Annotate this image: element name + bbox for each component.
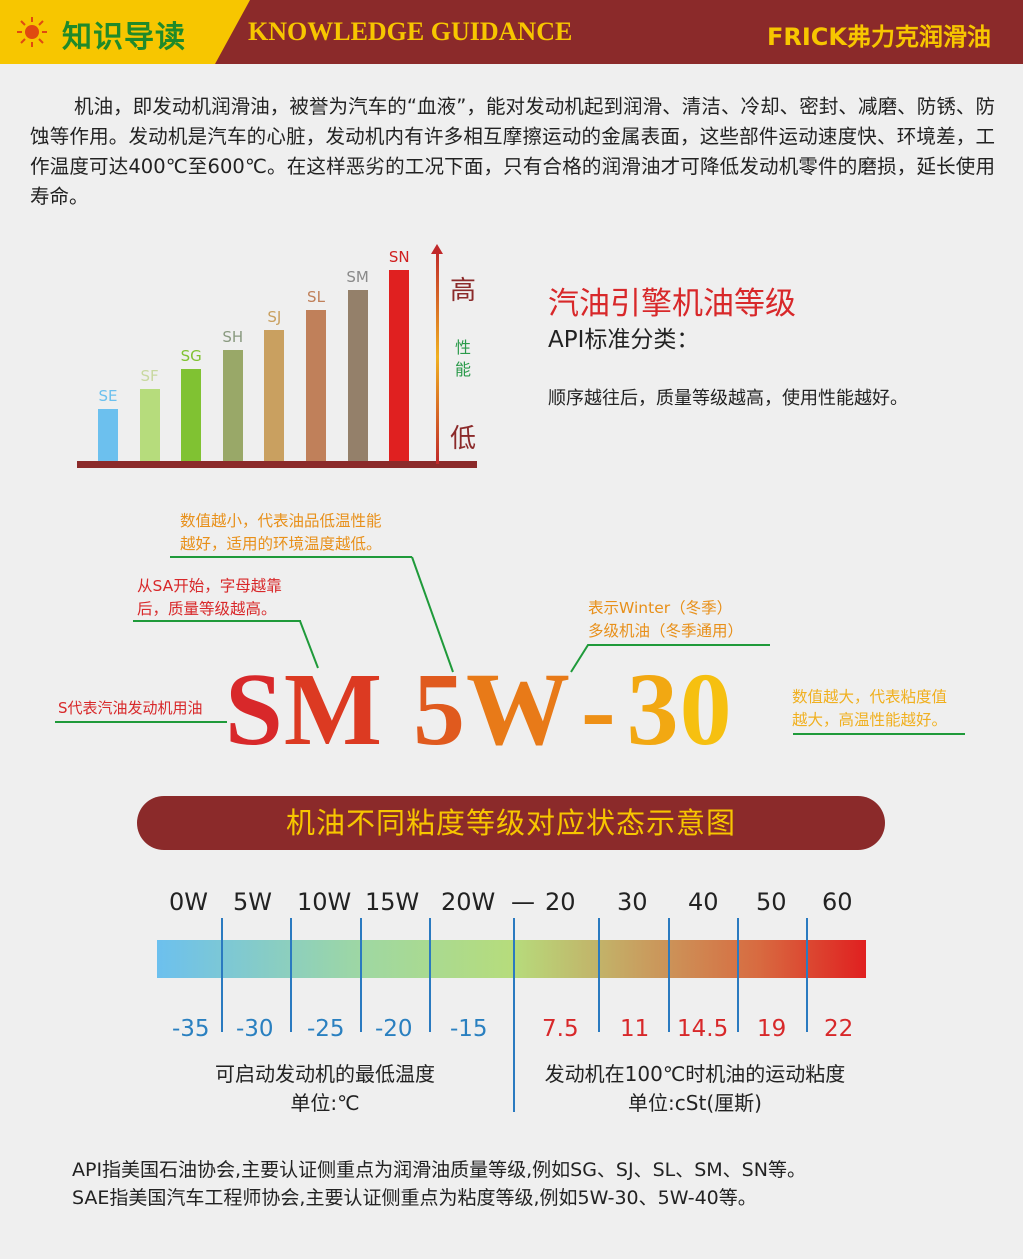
right-caption: 发动机在100℃时机油的运动粘度 单位:cSt(厘斯) xyxy=(515,1060,875,1118)
note-underline xyxy=(170,556,412,558)
bar-sl xyxy=(306,310,326,464)
viscosity-gradient-bar xyxy=(157,940,866,978)
scale-divider xyxy=(360,918,362,1032)
sae-dash: — xyxy=(511,888,535,916)
code-dash: - xyxy=(581,652,617,767)
scale-divider xyxy=(290,918,292,1032)
temperature-value: -20 xyxy=(375,1016,413,1042)
footer-sae: SAE指美国汽车工程师协会,主要认证侧重点为粘度等级,例如5W-30、5W-40… xyxy=(72,1187,757,1209)
bar-label: SE xyxy=(98,387,118,405)
bar-label: SF xyxy=(140,367,159,386)
bar-se xyxy=(98,409,118,464)
note-line: 数值越小，代表油品低温性能 xyxy=(180,512,382,530)
temperature-value: -25 xyxy=(307,1016,345,1042)
annotation-leaders xyxy=(299,556,770,673)
sae-hot-grade: 40 xyxy=(688,888,719,916)
sae-hot-grade: 50 xyxy=(756,888,787,916)
code-3: 3 xyxy=(626,652,680,767)
note-big-number: 数值越大，代表粘度值 越大，高温性能越好。 xyxy=(792,686,947,732)
viscosity-value: 22 xyxy=(824,1016,854,1042)
arrow-head-icon xyxy=(431,244,443,254)
scale-divider xyxy=(221,918,223,1032)
viscosity-value: 14.5 xyxy=(677,1016,729,1042)
note-line: 数值越大，代表粘度值 xyxy=(792,688,948,706)
axis-performance-label: 性能 xyxy=(455,338,472,379)
scale-divider xyxy=(429,918,431,1032)
sae-winter-grade: 15W xyxy=(365,888,420,916)
bar-sn xyxy=(389,270,410,464)
oil-code-sm-5w-30: SM 5W-30 xyxy=(225,655,733,765)
intro-paragraph: 机油，即发动机润滑油，被誉为汽车的“血液”，能对发动机起到润滑、清洁、冷却、密封… xyxy=(30,95,995,208)
note-winter: 表示Winter（冬季） 多级机油（冬季通用） xyxy=(588,597,743,643)
scale-divider xyxy=(668,918,670,1032)
code-s: S xyxy=(225,652,284,767)
note-s-gasoline: S代表汽油发动机用油 xyxy=(58,699,203,717)
header-brand: FRICK弗力克润滑油 xyxy=(766,23,991,51)
viscosity-value: 11 xyxy=(620,1016,650,1042)
note-line: 越大，高温性能越好。 xyxy=(792,711,948,729)
bar-label: SG xyxy=(180,347,202,366)
code-0: 0 xyxy=(679,652,733,767)
axis-low-label: 低 xyxy=(450,424,477,454)
temperature-value: -35 xyxy=(172,1016,210,1042)
caption-line: 可启动发动机的最低温度 xyxy=(215,1062,435,1086)
caption-unit: 单位:℃ xyxy=(290,1091,360,1115)
chart-baseline xyxy=(77,461,477,468)
scale-divider xyxy=(598,918,600,1032)
bar-sf xyxy=(139,389,160,464)
code-m: M xyxy=(283,652,384,767)
sun-icon xyxy=(17,17,47,47)
note-line: 从SA开始，字母越靠 xyxy=(137,577,282,595)
sae-winter-grade: 5W xyxy=(233,888,272,916)
grade-subtitle: API标准分类： xyxy=(548,327,700,353)
viscosity-value: 19 xyxy=(757,1016,787,1042)
bar-label: SN xyxy=(388,248,410,267)
note-line: 越好，适用的环境温度越低。 xyxy=(180,535,382,553)
sae-winter-grade: 20W xyxy=(441,888,496,916)
scale-divider xyxy=(806,918,808,1032)
left-caption: 可启动发动机的最低温度 单位:℃ xyxy=(180,1060,470,1118)
note-underline xyxy=(55,721,227,723)
bar-label: SL xyxy=(307,288,325,306)
code-5: 5 xyxy=(413,652,467,767)
bar-label: SM xyxy=(346,268,369,287)
scale-divider xyxy=(737,918,739,1032)
header-title-cn: 知识导读 xyxy=(62,20,186,55)
sae-hot-grade: 60 xyxy=(822,888,853,916)
code-w: W xyxy=(466,652,572,767)
note-small-number: 数值越小，代表油品低温性能 越好，适用的环境温度越低。 xyxy=(180,510,382,556)
viscosity-banner: 机油不同粘度等级对应状态示意图 xyxy=(137,796,885,850)
sae-winter-grade: 0W xyxy=(169,888,208,916)
note-line: 多级机油（冬季通用） xyxy=(588,622,744,640)
header-title-en: KNOWLEDGE GUIDANCE xyxy=(248,17,573,46)
sae-hot-grade: 20 xyxy=(545,888,576,916)
scale-divider xyxy=(513,918,515,1112)
note-line: 后，质量等级越高。 xyxy=(137,600,277,618)
bar-sh xyxy=(222,349,243,464)
caption-unit: 单位:cSt(厘斯) xyxy=(628,1091,762,1115)
viscosity-value: 7.5 xyxy=(542,1016,579,1042)
temperature-value: -30 xyxy=(236,1016,274,1042)
footer-api: API指美国石油协会,主要认证侧重点为润滑油质量等级,例如SG、SJ、SL、SM… xyxy=(72,1159,806,1181)
axis-high-label: 高 xyxy=(450,276,477,306)
note-letter: 从SA开始，字母越靠 后，质量等级越高。 xyxy=(137,575,282,621)
bar-sj xyxy=(264,329,285,464)
bar-label: SH xyxy=(222,327,244,346)
sae-hot-grade: 30 xyxy=(617,888,648,916)
note-underline xyxy=(133,620,301,622)
note-underline xyxy=(793,733,965,735)
footer-notes: API指美国石油协会,主要认证侧重点为润滑油质量等级,例如SG、SJ、SL、SM… xyxy=(72,1156,806,1212)
temperature-value: -15 xyxy=(450,1016,488,1042)
note-line: 表示Winter（冬季） xyxy=(588,599,733,617)
caption-line: 发动机在100℃时机油的运动粘度 xyxy=(544,1062,846,1086)
bar-sm xyxy=(347,290,368,464)
grade-description: 顺序越往后，质量等级越高，使用性能越好。 xyxy=(548,388,908,409)
performance-arrow xyxy=(436,250,439,464)
sae-winter-grade: 10W xyxy=(297,888,352,916)
bar-label: SJ xyxy=(267,307,282,326)
bar-sg xyxy=(181,369,202,464)
header-yellow-tab xyxy=(0,0,250,64)
grade-title: 汽油引擎机油等级 xyxy=(548,286,796,322)
